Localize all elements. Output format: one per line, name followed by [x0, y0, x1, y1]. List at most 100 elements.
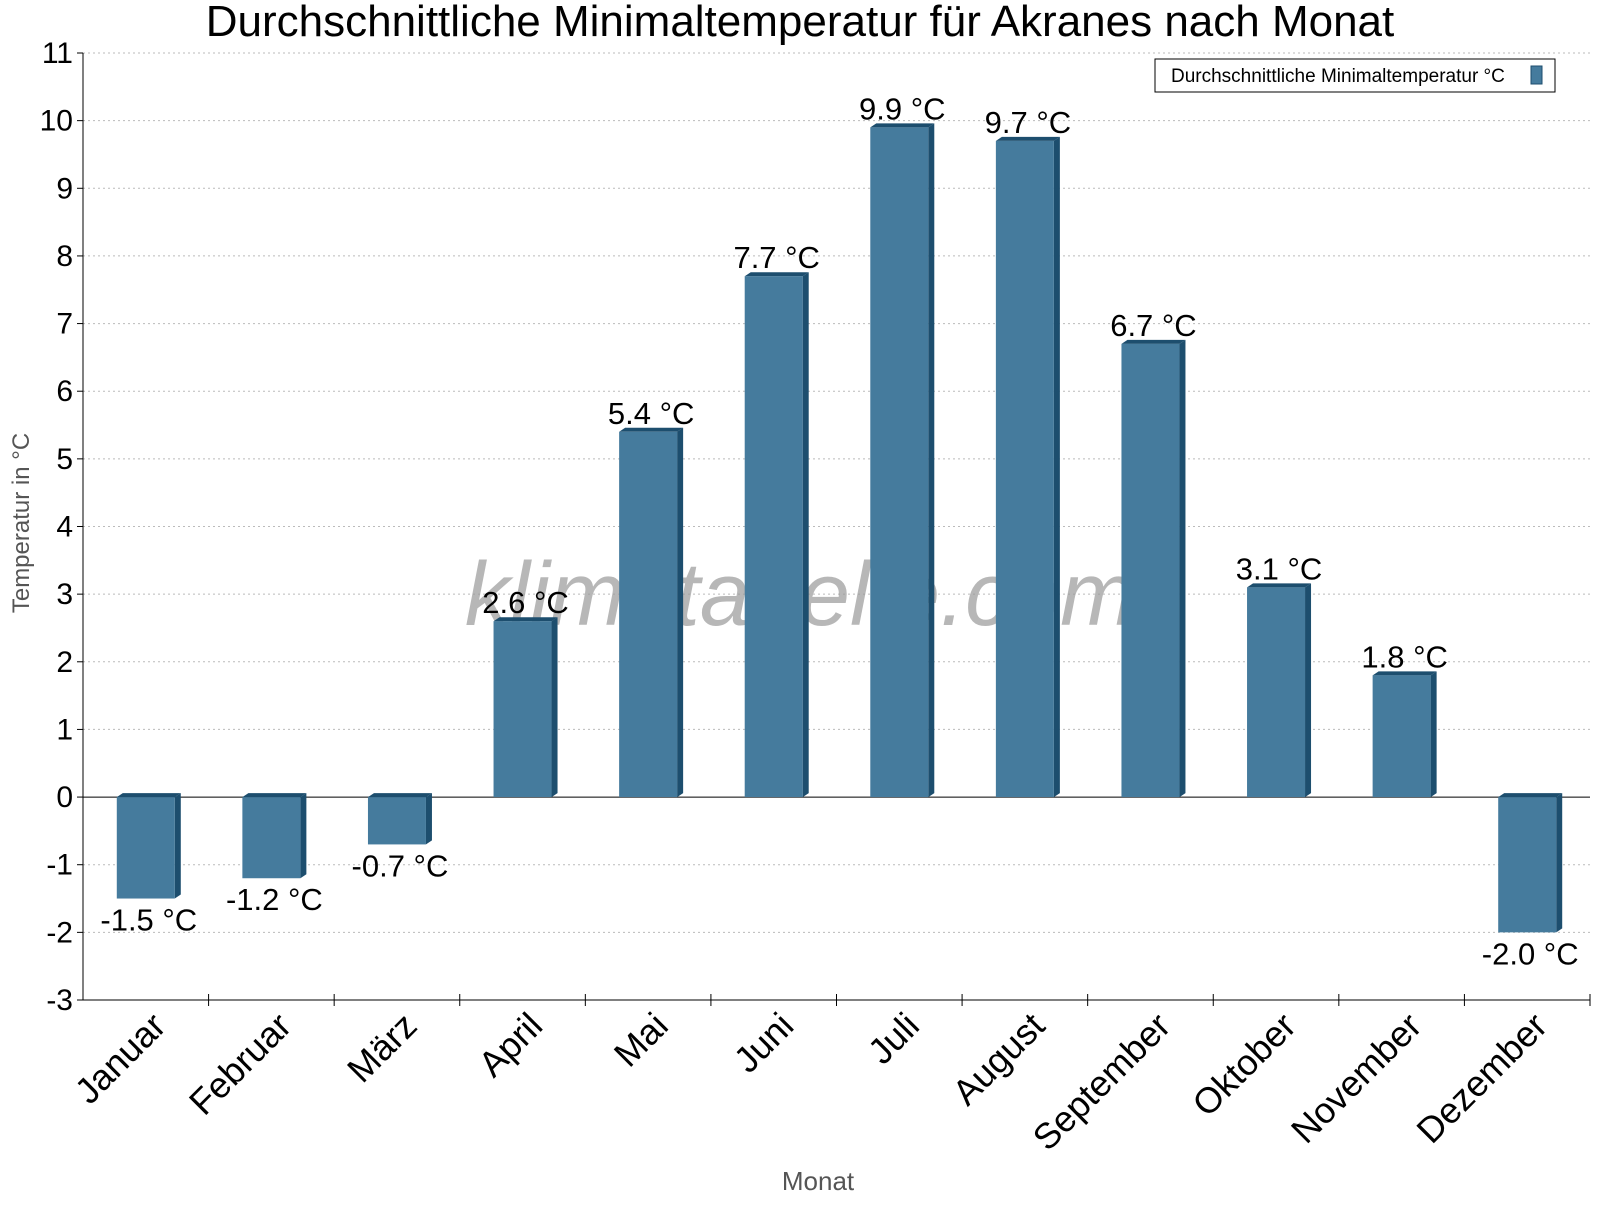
bar-body: [242, 797, 301, 879]
bar-side: [551, 617, 558, 798]
axes: [77, 52, 1591, 1006]
bar-body: [995, 140, 1054, 798]
chart-title: Durchschnittliche Minimaltemperatur für …: [206, 0, 1395, 46]
data-label: 2.6 °C: [482, 585, 569, 620]
y-tick-label: 11: [42, 37, 73, 70]
bar-body: [1372, 675, 1431, 798]
data-label: 9.7 °C: [985, 105, 1072, 140]
bar: [493, 617, 558, 798]
y-tick-label: 8: [56, 240, 73, 273]
bar: [1372, 671, 1437, 798]
legend-label: Durchschnittliche Minimaltemperatur °C: [1171, 66, 1505, 87]
x-tick-label: August: [944, 1005, 1052, 1113]
bar-top: [744, 272, 809, 277]
data-label: -0.7 °C: [352, 848, 449, 883]
y-axis-title: Temperatur in °C: [8, 433, 35, 613]
x-tick-label: Oktober: [1184, 1005, 1304, 1125]
bar-side: [1305, 583, 1312, 798]
bar-top: [493, 617, 558, 622]
bar: [870, 123, 935, 798]
data-labels: -1.5 °C -1.2 °C -0.7 °C 2.6 °C 5.4 °C 7.7 °C 9…: [100, 91, 1578, 971]
bar: [242, 793, 307, 879]
y-tick-label: 5: [56, 443, 73, 476]
x-tick-label: Januar: [67, 1005, 174, 1112]
bar: [1498, 793, 1563, 933]
y-tick-label: 3: [56, 578, 73, 611]
bar-top: [995, 136, 1060, 141]
bars: [116, 123, 1563, 933]
bar: [1121, 339, 1186, 798]
bar-side: [1556, 793, 1563, 933]
bar-body: [1498, 797, 1557, 933]
x-tick-label: Februar: [181, 1005, 299, 1123]
bar: [367, 793, 432, 845]
data-label: 1.8 °C: [1361, 639, 1448, 674]
bar-side: [174, 793, 181, 899]
y-tick-label: -3: [46, 984, 73, 1017]
data-label: -2.0 °C: [1482, 936, 1579, 971]
x-tick-label: November: [1283, 1005, 1429, 1151]
legend-box: [1154, 58, 1556, 93]
bar-top: [619, 427, 684, 432]
x-tick-label: Dezember: [1408, 1005, 1554, 1151]
bar-body: [1121, 343, 1180, 798]
data-label: 6.7 °C: [1110, 308, 1197, 343]
y-tick-label: -1: [46, 849, 73, 882]
bar: [116, 793, 181, 899]
bar-body: [493, 621, 552, 798]
legend: Durchschnittliche Minimaltemperatur °C: [1154, 58, 1556, 93]
y-tick-label: 0: [56, 781, 73, 814]
bar-top: [1498, 793, 1563, 798]
y-tick-label: 2: [56, 646, 73, 679]
y-tick-label: 9: [56, 172, 73, 205]
y-tick-label: 7: [56, 308, 73, 341]
data-label: -1.5 °C: [100, 903, 197, 938]
grid-lines: [83, 52, 1590, 1001]
bar-top: [1372, 671, 1437, 676]
bar-top: [1247, 583, 1312, 588]
bar-side: [425, 793, 432, 845]
bar-side: [802, 272, 809, 798]
bar: [995, 136, 1060, 798]
x-axis-title: Monat: [782, 1166, 855, 1196]
y-tick-label: -2: [46, 916, 73, 949]
bar-top: [870, 123, 935, 128]
bar-side: [677, 427, 684, 798]
bar-body: [744, 276, 803, 798]
x-tick-label: März: [339, 1005, 425, 1091]
bar-top: [242, 793, 307, 798]
x-tick-label: Juni: [726, 1005, 802, 1081]
x-tick-label: April: [470, 1005, 550, 1085]
bar-top: [367, 793, 432, 798]
bar-side: [928, 123, 935, 798]
legend-swatch: [1530, 65, 1543, 85]
x-tick-label: September: [1025, 1005, 1179, 1159]
bar-top: [116, 793, 181, 798]
x-tick-label: Mai: [606, 1005, 676, 1075]
bar: [1247, 583, 1312, 798]
bar-body: [367, 797, 426, 845]
bar-body: [619, 431, 678, 798]
bar-body: [870, 127, 929, 798]
bar-side: [1430, 671, 1437, 798]
bar: [744, 272, 809, 798]
bar-side: [1179, 339, 1186, 798]
y-tick-label: 1: [56, 713, 73, 746]
data-label: 9.9 °C: [859, 91, 946, 126]
bar-side: [300, 793, 307, 879]
data-label: 3.1 °C: [1236, 551, 1323, 586]
bar-top: [1121, 339, 1186, 344]
y-tick-label: 10: [40, 105, 73, 138]
bar-body: [116, 797, 175, 899]
y-tick-label: 6: [56, 375, 73, 408]
data-label: -1.2 °C: [226, 882, 323, 917]
data-label: 7.7 °C: [733, 240, 820, 275]
bar-side: [1053, 136, 1060, 798]
bar-body: [1247, 587, 1306, 798]
bar: [619, 427, 684, 798]
data-label: 5.4 °C: [608, 396, 695, 431]
x-tick-label: Juli: [860, 1005, 927, 1072]
y-tick-label: 4: [56, 511, 73, 544]
